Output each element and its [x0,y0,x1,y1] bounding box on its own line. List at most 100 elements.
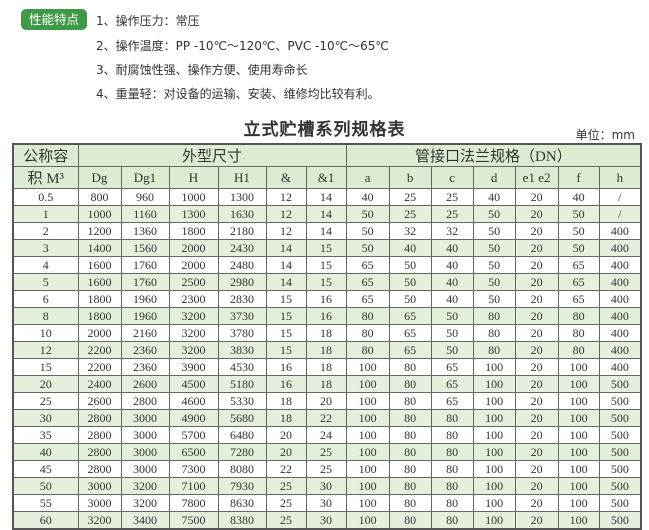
table-cell: 100 [345,460,390,478]
table-cell: 25 [430,188,474,206]
table-cell: 1960 [120,290,170,308]
table-cell: 1200 [77,222,122,240]
feature-1: 1、操作压力：常压 [96,14,200,28]
table-cell: 8630 [217,494,267,512]
spec-table: 公称容 外型尺寸 管接口法兰规格（DN） 积 M³ Dg Dg1 H H1 & &1 a b c… [12,143,643,530]
table-cell: 100 [345,477,390,495]
table-cell: 80 [388,426,432,444]
table-cell: 5 [12,273,79,291]
table-cell: 15 [265,324,307,342]
table-row: 55 3000 3200 7800 8630 25 30 100 80 80 100 20 100 500 [12,494,642,512]
table-cell: 12 [265,222,307,240]
table-cell: 2180 [217,222,267,240]
table-cell: 1400 [77,239,122,257]
table-cell: 20 [514,477,559,495]
table-cell: 100 [345,358,390,376]
table-row: 45 2800 3000 7300 8080 22 25 100 80 80 100 20 100 500 [12,460,642,478]
table-cell: 32 [430,222,474,240]
table-cell: 1800 [77,290,122,308]
table-cell: 100 [557,443,600,461]
table-cell: 18 [305,358,347,376]
table-cell: 400 [598,324,642,342]
table-title: 立式贮槽系列规格表 [243,120,406,140]
table-cell: 100 [472,409,516,427]
table-cell: 14 [265,239,307,257]
table-cell: 25 [388,205,432,223]
table-row: 1 1000 1160 1300 1630 12 14 50 25 25 50 20 50/ [12,205,642,223]
table-cell: 100 [472,511,516,530]
table-cell: 5180 [217,375,267,393]
table-cell: 16 [265,358,307,376]
table-cell: 14 [305,188,347,206]
table-cell: 20 [514,222,559,240]
table-cell: 3400 [120,511,170,530]
table-cell: 30 [305,511,347,530]
table-cell: 80 [345,341,390,359]
table-cell: 15 [305,256,347,274]
table-cell: 2000 [77,324,122,342]
table-cell: 960 [120,188,170,206]
table-cell: 22 [305,409,347,427]
table-cell: 400 [598,239,642,257]
table-cell: 100 [557,494,600,512]
table-cell: 500 [598,477,642,495]
table-cell: 6500 [168,443,219,461]
table-cell: 100 [557,392,600,410]
table-row: 25 2600 2800 4600 5330 18 20 100 80 65 100 20 100 500 [12,392,642,410]
table-cell: 50 [12,477,79,495]
table-cell: 2980 [217,273,267,291]
table-cell: 24 [305,426,347,444]
table-cell: 50 [388,273,432,291]
table-cell: 20 [514,324,559,342]
unit-label: 单位：mm [575,128,635,142]
table-cell: 7280 [217,443,267,461]
table-cell: 1000 [77,205,122,223]
table-cell: 50 [557,239,600,257]
table-cell: 18 [305,341,347,359]
table-cell: 50 [430,307,474,325]
table-cell: 2400 [77,375,122,393]
table-cell: 400 [598,256,642,274]
table-cell: 30 [12,409,79,427]
table-cell: 1600 [77,256,122,274]
table-cell: 5700 [168,426,219,444]
table-cell: 3200 [168,341,219,359]
table-cell: 100 [345,375,390,393]
table-cell: 80 [430,460,474,478]
table-cell: 20 [514,426,559,444]
table-row: 2 1200 1360 1800 2180 12 14 50 32 32 50 20 50 400 [12,222,642,240]
table-cell: 15 [12,358,79,376]
table-cell: 40 [430,239,474,257]
table-cell: 80 [430,409,474,427]
table-cell: 40 [430,256,474,274]
table-cell: 1960 [120,307,170,325]
table-cell: 1760 [120,256,170,274]
table-row: 20 2400 2600 4500 5180 16 18 100 80 65 100 20 100 500 [12,375,642,393]
table-cell: 50 [388,290,432,308]
table-cell: 20 [514,375,559,393]
table-cell: 20 [514,358,559,376]
feature-3: 3、耐腐蚀性强、操作方便、使用寿命长 [96,63,308,77]
table-cell: 25 [265,511,307,530]
table-cell: 100 [472,392,516,410]
table-cell: 3 [12,239,79,257]
table-row: 10 2000 2160 3200 3780 15 18 80 65 50 80 20 80 400 [12,324,642,342]
table-cell: 2600 [120,375,170,393]
table-cell: 2200 [77,358,122,376]
table-cell: 1560 [120,239,170,257]
column-header: Dg1 [120,166,170,189]
table-cell: 100 [345,426,390,444]
table-row: 35 2800 3000 5700 6480 20 24 100 80 80 100 20 100 500 [12,426,642,444]
capacity-header-bottom: 积 M³ [12,166,79,189]
table-cell: 20 [514,392,559,410]
table-cell: 100 [557,477,600,495]
table-cell: 100 [472,477,516,495]
table-cell: 500 [598,392,642,410]
table-cell: 20 [514,341,559,359]
table-cell: 400 [598,307,642,325]
table-cell: 14 [265,273,307,291]
table-cell: 25 [305,460,347,478]
table-cell: / [598,205,642,223]
table-cell: 22 [265,460,307,478]
column-header: d [472,166,516,189]
